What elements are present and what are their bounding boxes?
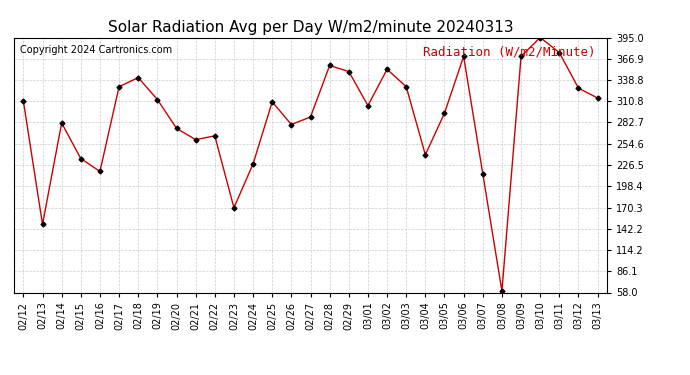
Text: Radiation (W/m2/Minute): Radiation (W/m2/Minute): [423, 45, 595, 58]
Title: Solar Radiation Avg per Day W/m2/minute 20240313: Solar Radiation Avg per Day W/m2/minute …: [108, 20, 513, 35]
Text: Copyright 2024 Cartronics.com: Copyright 2024 Cartronics.com: [20, 45, 172, 55]
